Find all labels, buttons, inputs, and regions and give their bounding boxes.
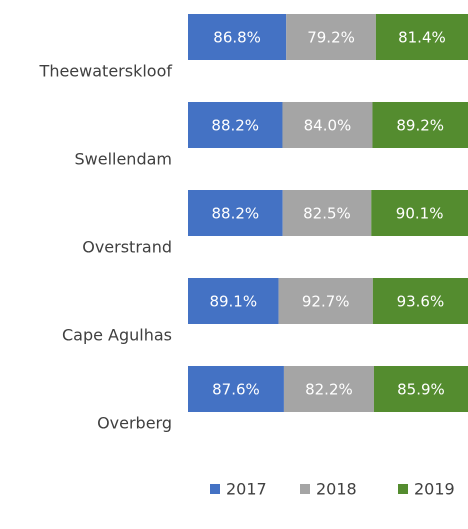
bar-segment — [372, 278, 468, 324]
value-label: 93.6% — [397, 293, 445, 311]
bar-segment — [286, 14, 376, 60]
bar-segment — [282, 102, 373, 148]
value-label: 85.9% — [397, 381, 445, 399]
value-label: 87.6% — [212, 381, 260, 399]
value-label: 88.2% — [211, 117, 259, 135]
bar-segment — [188, 278, 279, 324]
value-label: 84.0% — [304, 117, 352, 135]
bar-segment — [373, 366, 468, 412]
legend-label: 2019 — [414, 480, 455, 499]
legend-label: 2018 — [316, 480, 357, 499]
value-label: 89.2% — [396, 117, 444, 135]
category-label: Theewaterskloof — [39, 62, 173, 81]
value-label: 81.4% — [398, 29, 446, 47]
bar-segment — [283, 366, 374, 412]
bar-segment — [371, 190, 468, 236]
legend-swatch — [398, 484, 408, 494]
bar-segment — [375, 14, 468, 60]
value-label: 82.5% — [303, 205, 351, 223]
legend-label: 2017 — [226, 480, 267, 499]
legend-swatch — [210, 484, 220, 494]
category-label: Overstrand — [82, 238, 172, 257]
bar-segment — [278, 278, 373, 324]
value-label: 79.2% — [307, 29, 355, 47]
bar-segment — [188, 366, 284, 412]
bar-segment — [188, 102, 283, 148]
bar-segment — [372, 102, 468, 148]
bar-segment — [282, 190, 372, 236]
category-label: Overberg — [97, 414, 172, 433]
category-label: Cape Agulhas — [62, 326, 172, 345]
bar-segment — [188, 190, 283, 236]
value-label: 88.2% — [212, 205, 260, 223]
category-label: Swellendam — [74, 150, 172, 169]
value-label: 92.7% — [302, 293, 350, 311]
value-label: 86.8% — [213, 29, 261, 47]
value-label: 82.2% — [305, 381, 353, 399]
legend-swatch — [300, 484, 310, 494]
value-label: 89.1% — [209, 293, 257, 311]
bar-segment — [188, 14, 287, 60]
value-label: 90.1% — [396, 205, 444, 223]
